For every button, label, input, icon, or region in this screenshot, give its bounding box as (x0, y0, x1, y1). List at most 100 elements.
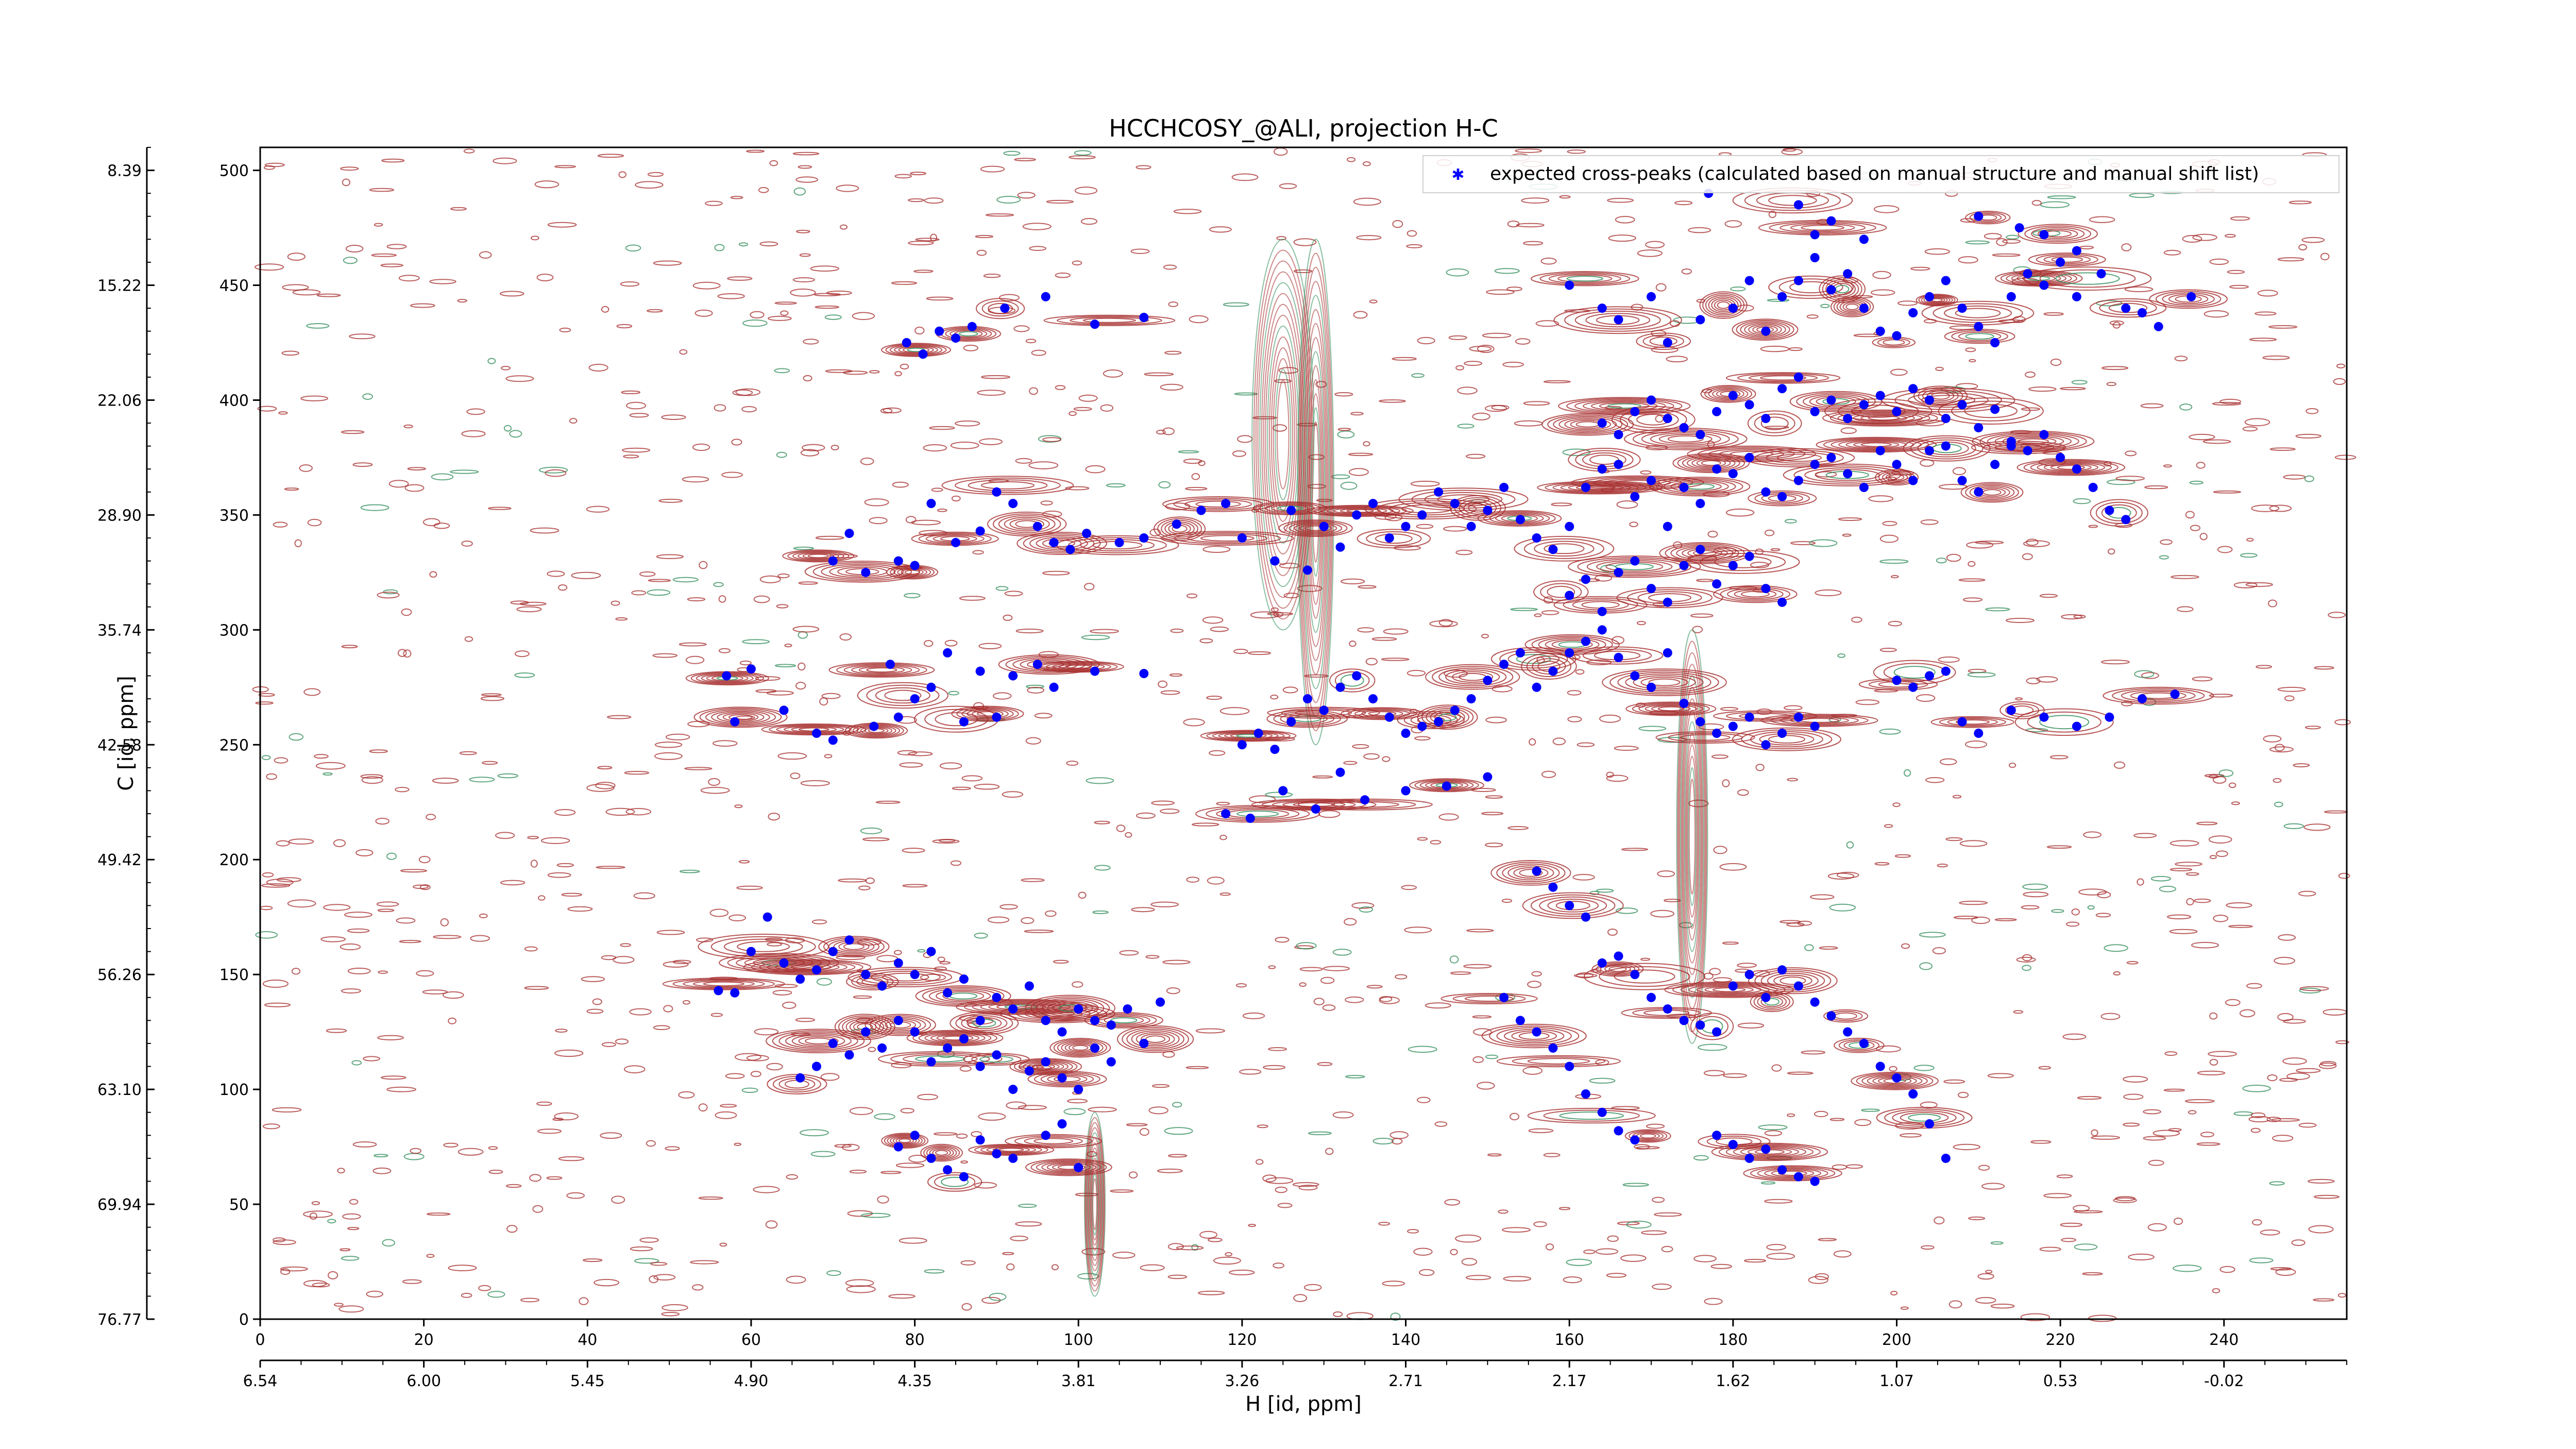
contour-noise (615, 1038, 629, 1044)
contour-noise (586, 1008, 604, 1014)
contour-peak (1687, 457, 1736, 470)
contour-peak (1843, 1040, 1875, 1050)
contour-peak (1539, 272, 1631, 285)
contour-noise (1690, 613, 1714, 618)
contour-noise (961, 775, 983, 782)
contour-peak (1747, 410, 1802, 436)
contour-streak (1684, 721, 1701, 952)
contour-peak (1908, 392, 1989, 408)
contour-noise (2209, 1012, 2218, 1020)
contour-noise (738, 242, 749, 247)
contour-noise (1248, 1224, 1257, 1227)
contour-peak (759, 961, 856, 974)
contour-noise (2301, 237, 2325, 243)
contour-noise (2123, 1075, 2148, 1083)
contour-noise (2124, 286, 2154, 293)
contour-peak (1658, 434, 1713, 444)
cross-peak-marker (1696, 430, 1705, 440)
contour-peak (1553, 415, 1623, 433)
contour-noise (647, 172, 664, 177)
cross-peak-marker (1728, 391, 1738, 400)
contour-noise (1900, 1133, 1922, 1138)
contour-noise (2073, 614, 2086, 619)
cross-peak-marker (1499, 660, 1509, 669)
contour-noise (989, 1292, 1007, 1301)
contour-noise (1638, 726, 1667, 732)
contour-noise (1985, 1270, 1993, 1274)
contour-noise (1025, 339, 1037, 344)
contour-peak (1574, 310, 1661, 330)
cross-peak-marker (1614, 652, 1623, 662)
contour-noise (1801, 1050, 1826, 1055)
contour-noise (1572, 874, 1595, 881)
contour-noise (342, 178, 351, 187)
contour-noise (1693, 1255, 1717, 1262)
contour-noise (1144, 372, 1174, 377)
cross-peak-marker (1859, 304, 1869, 313)
contour-noise (2275, 1268, 2296, 1276)
y-index-tick-label: 200 (219, 851, 249, 869)
contour-noise (2304, 726, 2321, 730)
cross-peak-marker (828, 1038, 838, 1048)
contour-noise (786, 1174, 798, 1180)
contour-peak (1607, 403, 1641, 409)
contour-peak (1965, 333, 1994, 340)
contour-noise (1661, 1245, 1673, 1253)
contour-peak (1708, 296, 1739, 314)
contour-noise (1925, 777, 1945, 783)
contour-noise (1299, 967, 1324, 972)
contour-noise (635, 181, 664, 189)
contour-noise (320, 936, 346, 942)
y-index-tick-label: 450 (219, 277, 249, 295)
contour-noise (1521, 197, 1550, 204)
contour-noise (1891, 1073, 1911, 1081)
cross-peak-marker (1875, 326, 1885, 336)
contour-noise (2213, 915, 2229, 922)
contour-peak (1741, 591, 1770, 598)
contour-peak (898, 346, 934, 354)
contour-noise (1191, 473, 1200, 480)
contour-noise (1711, 754, 1728, 759)
contour-noise (300, 395, 328, 401)
contour-noise (1390, 1312, 1401, 1321)
contour-peak (1969, 484, 2015, 500)
contour-noise (1343, 761, 1358, 765)
contour-noise (2160, 539, 2173, 545)
cross-peak-marker (1663, 597, 1672, 607)
contour-peak (1141, 1033, 1171, 1045)
contour-noise (1722, 941, 1739, 945)
contour-peak (1585, 313, 1651, 328)
contour-noise (1534, 613, 1542, 617)
x-index-axis: 0 20 40 60 80 100 120 140 160 180 200 220 240 (255, 1319, 2239, 1349)
contour-noise (1616, 500, 1638, 509)
contour-noise (1487, 1153, 1502, 1157)
contour-peak (1417, 704, 1478, 730)
contour-peak (950, 329, 988, 339)
contour-noise (545, 469, 567, 477)
contour-noise (816, 978, 833, 986)
cross-peak-marker (2088, 482, 2098, 492)
contour-noise (647, 589, 671, 596)
contour-noise (983, 274, 1001, 278)
cross-peak-marker (975, 1135, 985, 1145)
contour-noise (1935, 366, 1944, 372)
cross-peak-marker (1810, 721, 1820, 731)
contour-noise (999, 904, 1018, 910)
x-index-tick-label: 100 (1064, 1331, 1093, 1349)
contour-noise (2308, 1225, 2334, 1234)
contour-noise (1868, 495, 1894, 502)
cross-peak-marker (1074, 1004, 1083, 1014)
contour-peak (1780, 976, 1806, 985)
contour-peak (1398, 487, 1529, 511)
contour-noise (1457, 424, 1475, 429)
cross-peak-marker (959, 1034, 969, 1043)
cross-peak-marker (1548, 545, 1558, 554)
contour-noise (1978, 1165, 1990, 1171)
contour-noise (1018, 1203, 1037, 1208)
contour-peak (1568, 555, 1701, 578)
contour-noise (1620, 1254, 1647, 1262)
contour-noise (287, 899, 316, 908)
contour-peak (878, 1051, 1003, 1067)
contour-noise (734, 1142, 741, 1147)
cross-peak-marker (1761, 1144, 1771, 1154)
